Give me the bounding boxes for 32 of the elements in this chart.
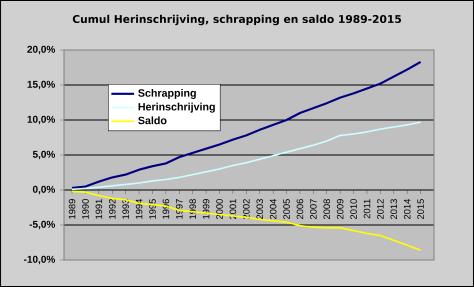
y-tick-label: 5,0% — [32, 150, 56, 160]
x-tick-label: 2006 — [296, 199, 304, 220]
x-tick-label: 1994 — [136, 198, 142, 219]
x-tick-label: 2011 — [364, 199, 370, 218]
y-tick-label: 10,0% — [28, 116, 56, 124]
x-tick-label: 2009 — [336, 199, 344, 220]
x-tick-label: 2014 — [404, 198, 410, 220]
x-tick-label: 2007 — [310, 199, 317, 220]
y-tick-label: 0,0% — [32, 186, 56, 194]
legend-label: Saldo — [138, 116, 166, 124]
line-series — [70, 60, 422, 189]
x-tick-label: 2003 — [256, 199, 264, 220]
x-tick-label: 1991 — [96, 199, 102, 219]
legend-label: Schrapping — [138, 88, 196, 99]
x-tick-label: 1990 — [82, 199, 89, 219]
y-tick-label: 15,0% — [28, 80, 56, 90]
x-tick-label: 2000 — [216, 199, 223, 220]
x-tick-label: 2012 — [377, 199, 384, 220]
y-tick-label: 20,0% — [27, 46, 56, 54]
y-tick-label: -10,0% — [24, 256, 56, 264]
x-tick-label: 2004 — [270, 198, 276, 220]
x-tick-label: 2010 — [350, 199, 357, 220]
x-tick-label: 1989 — [68, 199, 76, 219]
y-tick-label: -5,0% — [30, 220, 56, 230]
x-tick-label: 2013 — [390, 199, 398, 220]
x-tick-label: 1992 — [108, 199, 116, 219]
x-tick-label: 1998 — [189, 199, 196, 219]
x-tick-label: 2008 — [323, 199, 330, 220]
x-tick-label: 2015 — [417, 199, 424, 220]
legend-label: Herinschrijving — [138, 102, 215, 113]
chart-title: Cumul Herinschrijving, schrapping en saldo 1989-2015 — [72, 14, 401, 26]
x-tick-label: 2005 — [283, 199, 290, 220]
